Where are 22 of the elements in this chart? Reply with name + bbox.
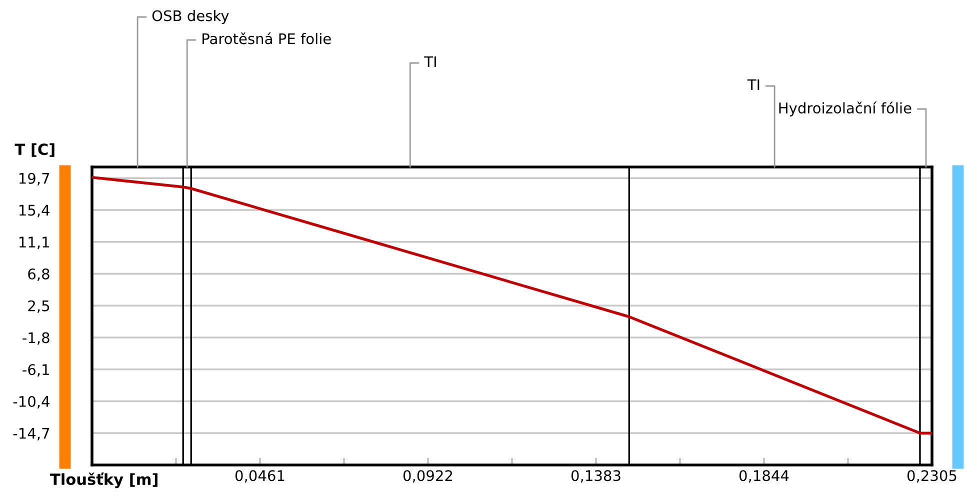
y-tick-label: -6,1 xyxy=(22,364,49,377)
text: Hydroizolační fólie xyxy=(779,102,912,116)
x-tick-label: 0,0461 xyxy=(235,470,284,483)
text: OSB desky xyxy=(152,10,229,24)
y-axis-title: T [C] xyxy=(14,143,54,157)
x-tick-label: 0,2305 xyxy=(907,470,956,483)
text: TI xyxy=(747,79,760,90)
y-tick-label: 19,7 xyxy=(19,172,50,186)
line-series xyxy=(92,176,932,435)
y-tick-label: 11,1 xyxy=(19,236,49,250)
y-tick-label: 6,8 xyxy=(28,268,50,281)
text: TI xyxy=(424,56,436,68)
x-tick-label: 0,1844 xyxy=(739,470,789,483)
y-tick-label: -10,4 xyxy=(13,396,50,408)
y-tick-label: 2,5 xyxy=(28,300,50,313)
x-tick-label: 0,1383 xyxy=(571,470,620,483)
x-tick-label: 0,0922 xyxy=(403,470,452,483)
y-tick-label: -1,8 xyxy=(22,332,50,345)
x-axis-title: Tloušťky [m] xyxy=(50,472,158,488)
y-tick-label: -14,7 xyxy=(13,428,50,440)
y-tick-label: 15,4 xyxy=(19,204,50,218)
text: Parotěsná PE folie xyxy=(202,32,331,44)
